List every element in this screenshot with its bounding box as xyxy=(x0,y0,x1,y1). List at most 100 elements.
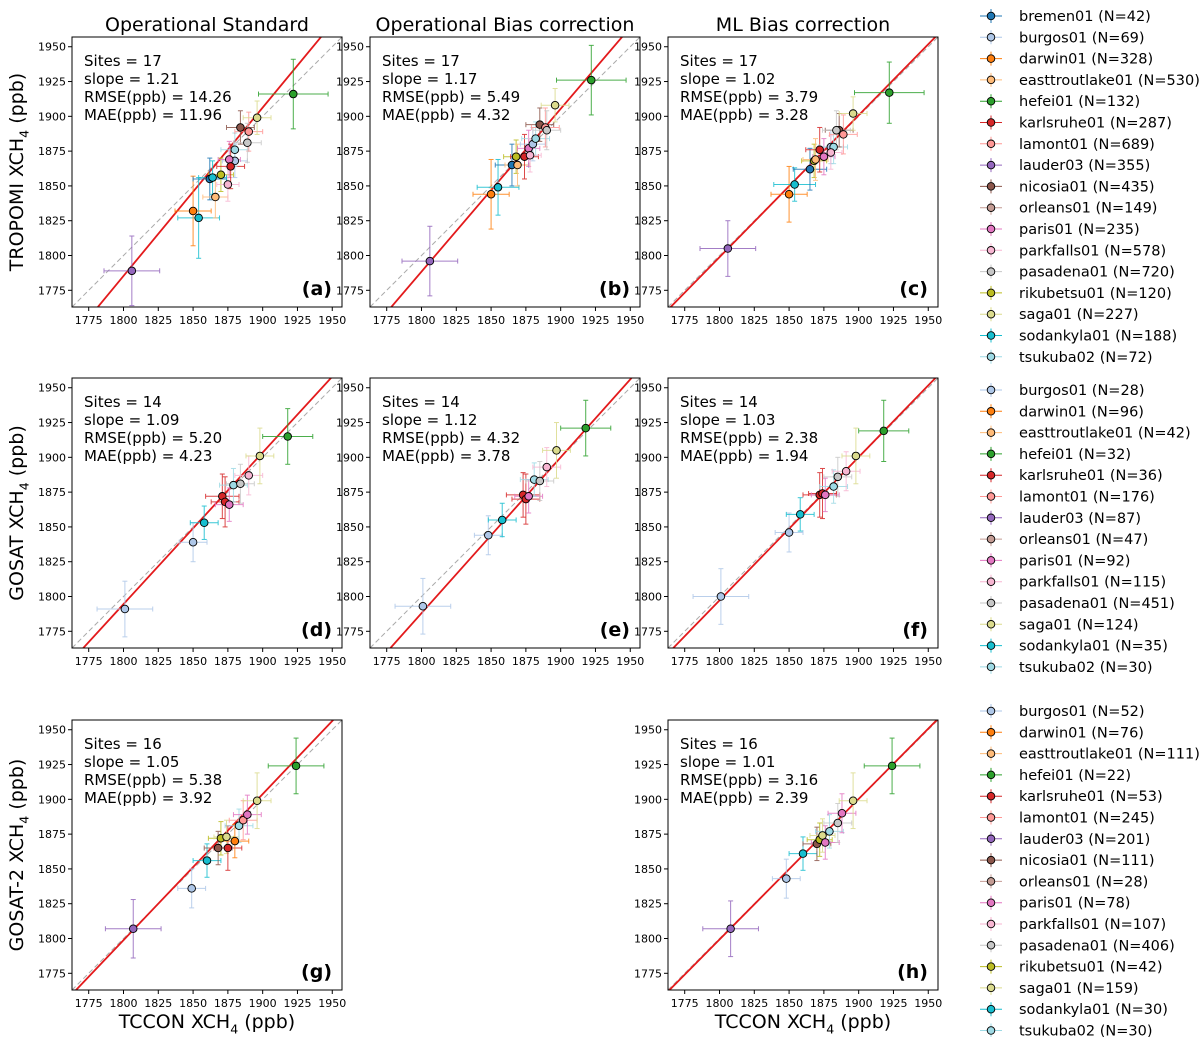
stats-line: RMSE(ppb) = 3.16 xyxy=(680,771,818,789)
x-tick-label: 1900 xyxy=(845,997,873,1010)
data-point-hefei01 xyxy=(587,75,596,85)
data-point-tsukuba02 xyxy=(829,482,838,491)
legend-item-orleans01: orleans01 (N=28) xyxy=(980,874,1148,890)
data-point-saga01 xyxy=(252,796,262,805)
legend-marker xyxy=(986,919,996,929)
plot-area xyxy=(72,378,342,648)
y-tick-label: 1850 xyxy=(38,521,66,534)
data-point-paris01 xyxy=(225,155,234,164)
data-point-lamont01 xyxy=(244,127,254,136)
data-point-sodankyla01 xyxy=(199,518,209,527)
panel-g: 1775 1800 1825 1850 1875 1900 1925 1950 1775 1800… xyxy=(38,719,346,1010)
stats-line: Sites = 16 xyxy=(680,735,758,753)
x-tick-label: 1825 xyxy=(740,314,768,327)
y-tick-label: 1900 xyxy=(634,793,662,806)
legend-label: parkfalls01 (N=578) xyxy=(1019,243,1166,259)
x-tick-label: 1775 xyxy=(373,655,401,668)
legend-item-karlsruhe01: karlsruhe01 (N=53) xyxy=(980,789,1163,805)
x-tick-label: 1850 xyxy=(477,314,505,327)
data-point-parkfalls01 xyxy=(841,466,851,476)
legend-label: lamont01 (N=245) xyxy=(1019,811,1155,827)
y-tick-label: 1800 xyxy=(336,591,364,604)
y-tick-label: 1800 xyxy=(634,591,662,604)
legend-marker xyxy=(986,470,996,480)
stats-line: RMSE(ppb) = 5.38 xyxy=(84,771,222,789)
panel-frame xyxy=(667,36,939,308)
x-tick-label: 1825 xyxy=(144,997,172,1010)
legend-item-hefei01: hefei01 (N=22) xyxy=(980,767,1131,784)
legend-marker xyxy=(986,983,996,993)
panel-label: (a) xyxy=(302,278,332,300)
y-axis-label-subscript: 4 xyxy=(17,482,32,490)
y-tick-label: 1900 xyxy=(38,451,66,464)
legend-marker xyxy=(986,577,996,586)
y-tick-label: 1900 xyxy=(38,793,66,806)
legend-label: tsukuba02 (N=72) xyxy=(1019,350,1152,366)
y-axis-label-unit: (ppb) xyxy=(6,73,28,130)
panel-frame xyxy=(667,377,939,649)
panel-frame xyxy=(71,377,343,649)
x-axis-label-subscript: 4 xyxy=(230,1022,238,1037)
data-point-paris01 xyxy=(821,490,830,500)
y-axis-label: TROPOMI XCH4 (ppb) xyxy=(6,73,32,272)
y-tick-label: 1875 xyxy=(38,828,66,841)
legend-marker xyxy=(986,428,996,437)
data-point-tsukuba02 xyxy=(229,480,238,490)
plot-area xyxy=(370,378,640,648)
stats-line: slope = 1.21 xyxy=(84,70,179,88)
legend-marker xyxy=(986,246,996,255)
x-tick-label: 1950 xyxy=(318,655,346,668)
stats-line: MAE(ppb) = 4.23 xyxy=(84,447,212,465)
stats-line: slope = 1.01 xyxy=(680,753,775,771)
y-tick-label: 1900 xyxy=(634,451,662,464)
x-tick-label: 1875 xyxy=(214,655,242,668)
data-point-burgos01 xyxy=(784,528,794,537)
legend-label: sodankyla01 (N=30) xyxy=(1019,1002,1168,1018)
data-point-pasadena01 xyxy=(236,479,245,489)
y-tick-label: 1925 xyxy=(38,759,66,772)
legend-label: sodankyla01 (N=35) xyxy=(1019,639,1168,655)
data-point-hefei01 xyxy=(289,89,298,99)
x-tick-label: 1825 xyxy=(740,997,768,1010)
data-point-parkfalls01 xyxy=(826,148,836,157)
legend-item-lauder03: lauder03 (N=87) xyxy=(980,510,1141,527)
legend-label: parkfalls01 (N=115) xyxy=(1019,575,1166,591)
x-tick-label: 1925 xyxy=(581,314,609,327)
y-axis-label-subscript: 4 xyxy=(17,130,32,138)
x-axis-label: TCCON XCH4 (ppb) xyxy=(714,1011,891,1037)
plot-area xyxy=(370,37,640,307)
x-tick-label: 1950 xyxy=(914,997,942,1010)
x-tick-label: 1925 xyxy=(283,655,311,668)
stats-line: RMSE(ppb) = 5.49 xyxy=(382,88,520,106)
data-point-tsukuba02 xyxy=(825,827,834,836)
legend-label: sodankyla01 (N=188) xyxy=(1019,329,1177,345)
x-tick-label: 1800 xyxy=(407,655,435,668)
column-title: Operational Standard xyxy=(105,14,309,36)
y-axis-label-subscript: 4 xyxy=(17,816,32,824)
x-axis-label-text: TCCON XCH xyxy=(714,1011,826,1033)
legend-label: hefei01 (N=32) xyxy=(1019,447,1131,463)
legend-item-pasadena01: pasadena01 (N=451) xyxy=(980,596,1175,612)
y-tick-label: 1875 xyxy=(38,145,66,158)
legend-item-saga01: saga01 (N=227) xyxy=(980,307,1139,323)
data-point-easttroutlake01 xyxy=(513,160,522,170)
x-tick-label: 1900 xyxy=(845,655,873,668)
data-point-saga01 xyxy=(848,796,858,805)
legend-label: easttroutlake01 (N=42) xyxy=(1019,426,1191,442)
data-point-hefei01 xyxy=(885,88,894,97)
x-axis-label: TCCON XCH4 (ppb) xyxy=(118,1011,295,1037)
legend-item-saga01: saga01 (N=124) xyxy=(980,617,1139,633)
data-point-burgos01 xyxy=(188,537,198,547)
fit-line xyxy=(82,378,333,648)
x-tick-label: 1875 xyxy=(214,997,242,1010)
y-tick-label: 1850 xyxy=(634,521,662,534)
x-tick-label: 1875 xyxy=(810,314,838,327)
legend-row-1: bremen01 (N=42) burgos01 (N=69) darwin01 (… xyxy=(980,9,1200,366)
legend-label: nicosia01 (N=111) xyxy=(1019,853,1155,869)
data-point-lauder03 xyxy=(726,924,735,934)
legend-label: rikubetsu01 (N=42) xyxy=(1019,960,1163,976)
y-axis-label: GOSAT-2 XCH4 (ppb) xyxy=(6,759,32,952)
legend-item-lamont01: lamont01 (N=245) xyxy=(980,810,1155,827)
data-point-darwin01 xyxy=(486,190,496,199)
